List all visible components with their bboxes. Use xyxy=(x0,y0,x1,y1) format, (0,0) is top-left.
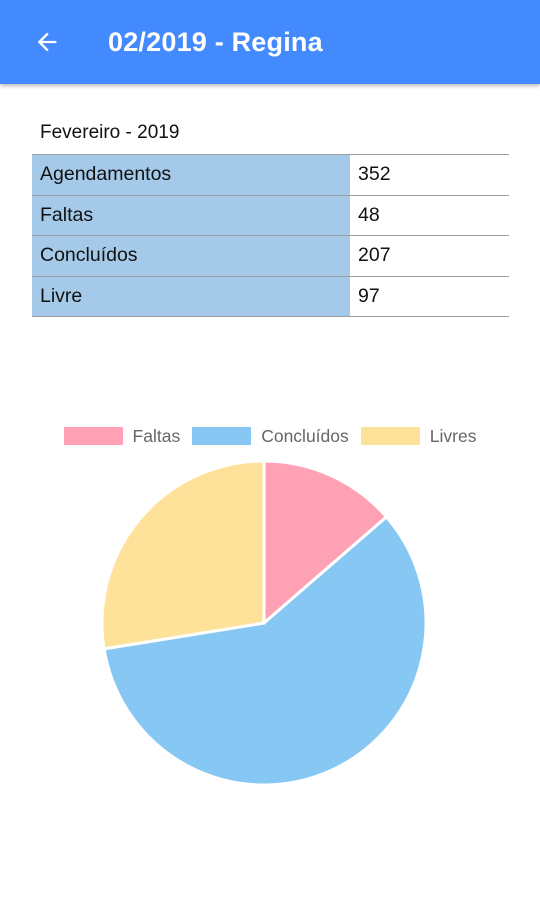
pie-chart-svg xyxy=(100,459,428,787)
row-value: 97 xyxy=(350,275,509,317)
legend-item-faltas[interactable]: Faltas xyxy=(63,425,181,447)
arrow-left-icon xyxy=(37,32,57,52)
legend-item-livres[interactable]: Livres xyxy=(360,425,477,447)
table-row: Livre 97 xyxy=(32,275,509,317)
pie-slice-concluidos[interactable] xyxy=(102,514,428,787)
table-row: Agendamentos 352 xyxy=(32,154,509,196)
row-label: Agendamentos xyxy=(32,154,350,196)
pie-slice-livres[interactable] xyxy=(100,459,266,651)
row-label: Concluídos xyxy=(32,235,350,277)
chart-legend: Faltas Concluídos Livres xyxy=(0,424,540,448)
legend-label: Concluídos xyxy=(261,425,349,446)
back-button[interactable] xyxy=(26,22,68,62)
row-value: 352 xyxy=(350,154,509,196)
pie-slice-faltas[interactable] xyxy=(262,459,389,627)
row-value: 207 xyxy=(350,235,509,277)
legend-item-concluidos[interactable]: Concluídos xyxy=(192,426,349,447)
row-value: 48 xyxy=(350,194,509,236)
app-bar: 02/2019 - Regina xyxy=(0,0,540,84)
legend-swatch xyxy=(192,427,252,445)
pie-chart xyxy=(0,450,540,800)
period-label: Fevereiro - 2019 xyxy=(40,122,180,143)
table-row: Faltas 48 xyxy=(32,194,509,236)
legend-label: Livres xyxy=(429,425,477,446)
row-label: Livre xyxy=(32,275,350,317)
table-row: Concluídos 207 xyxy=(32,235,509,277)
summary-table: Agendamentos 352 Faltas 48 Concluídos 20… xyxy=(32,154,509,317)
legend-label: Faltas xyxy=(132,425,181,446)
legend-swatch xyxy=(63,427,123,445)
legend-swatch xyxy=(360,427,420,445)
page-title: 02/2019 - Regina xyxy=(108,27,323,57)
row-label: Faltas xyxy=(32,194,350,236)
